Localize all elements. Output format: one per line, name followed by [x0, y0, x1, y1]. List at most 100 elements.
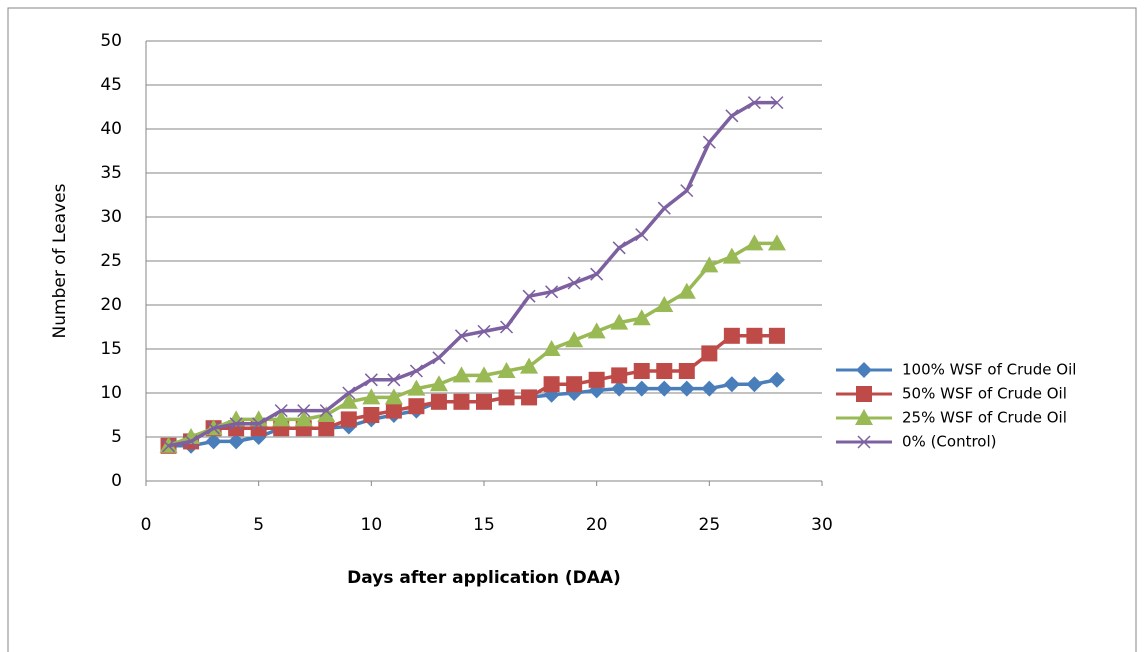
- legend-marker: [855, 409, 873, 425]
- x-tick-label: 15: [473, 515, 495, 535]
- marker: [566, 376, 583, 393]
- legend-marker: [857, 435, 871, 449]
- marker: [657, 201, 671, 215]
- marker: [363, 407, 380, 423]
- marker: [272, 410, 291, 427]
- marker: [565, 331, 584, 348]
- marker: [364, 373, 378, 387]
- marker: [409, 364, 423, 378]
- y-tick-label: 5: [111, 427, 122, 447]
- marker: [522, 289, 536, 303]
- marker: [342, 386, 356, 400]
- marker: [677, 282, 696, 299]
- marker: [500, 320, 514, 334]
- marker: [678, 380, 695, 397]
- marker: [432, 351, 446, 365]
- x-tick-label: 25: [699, 515, 721, 535]
- legend-label: 100% WSF of Crude Oil: [902, 361, 1076, 379]
- marker: [476, 393, 492, 410]
- marker: [700, 256, 719, 273]
- marker: [722, 247, 741, 264]
- y-tick-label: 35: [100, 163, 122, 183]
- marker: [770, 96, 784, 110]
- marker: [746, 376, 763, 393]
- y-tick-label: 15: [100, 339, 122, 359]
- y-tick-label: 0: [111, 471, 122, 491]
- marker: [723, 376, 740, 393]
- y-tick-label: 30: [100, 207, 122, 227]
- marker: [384, 388, 403, 405]
- marker: [545, 285, 559, 299]
- marker: [723, 327, 740, 344]
- marker: [429, 375, 448, 392]
- marker: [297, 404, 311, 418]
- frame: [7, 7, 1137, 652]
- marker: [633, 363, 650, 379]
- marker: [745, 234, 764, 251]
- marker: [611, 380, 628, 397]
- series-line: [168, 100, 777, 448]
- marker: [633, 380, 650, 397]
- x-tick-label: 10: [361, 515, 383, 535]
- legend-label: 0% (Control): [902, 433, 997, 451]
- marker: [678, 363, 695, 379]
- marker: [475, 366, 493, 383]
- marker: [768, 327, 785, 344]
- marker: [542, 340, 561, 356]
- marker: [339, 392, 358, 409]
- y-tick-label: 40: [100, 119, 122, 139]
- marker: [680, 184, 694, 198]
- y-tick-label: 10: [100, 383, 122, 403]
- marker: [229, 417, 243, 431]
- marker: [252, 417, 266, 431]
- marker: [362, 388, 381, 405]
- marker: [587, 322, 606, 339]
- y-tick-label: 20: [100, 295, 122, 315]
- marker: [430, 393, 447, 410]
- marker: [228, 433, 245, 450]
- marker: [656, 380, 673, 397]
- marker: [702, 135, 716, 149]
- marker: [567, 276, 581, 290]
- marker: [610, 313, 629, 330]
- marker: [387, 373, 401, 387]
- marker: [656, 363, 673, 379]
- marker: [590, 267, 604, 281]
- marker: [520, 357, 539, 374]
- marker: [452, 366, 471, 383]
- marker: [318, 420, 335, 437]
- legend-marker: [856, 362, 872, 378]
- marker: [635, 228, 649, 242]
- x-axis-label: Days after application (DAA): [347, 568, 621, 588]
- y-tick-label: 50: [100, 31, 122, 51]
- marker: [632, 309, 651, 326]
- marker: [497, 362, 516, 378]
- marker: [454, 329, 468, 343]
- marker: [655, 296, 674, 312]
- marker: [319, 404, 333, 418]
- marker: [340, 411, 357, 428]
- marker: [162, 439, 176, 453]
- marker: [701, 345, 718, 362]
- marker: [767, 234, 786, 251]
- x-tick-label: 0: [141, 515, 152, 535]
- marker: [725, 109, 739, 123]
- x-tick-label: 5: [253, 515, 264, 535]
- marker: [207, 421, 221, 435]
- marker: [498, 389, 515, 406]
- marker: [701, 380, 718, 397]
- marker: [205, 433, 222, 450]
- marker: [294, 410, 313, 427]
- marker: [477, 324, 491, 338]
- marker: [317, 406, 336, 422]
- y-axis-label: Number of Leaves: [50, 183, 70, 338]
- marker: [746, 327, 763, 344]
- series-line: [168, 334, 777, 448]
- marker: [274, 404, 288, 418]
- legend-marker: [856, 386, 872, 402]
- marker: [184, 434, 198, 448]
- marker: [521, 389, 538, 406]
- marker: [588, 371, 605, 388]
- marker: [543, 376, 560, 393]
- marker: [408, 398, 425, 415]
